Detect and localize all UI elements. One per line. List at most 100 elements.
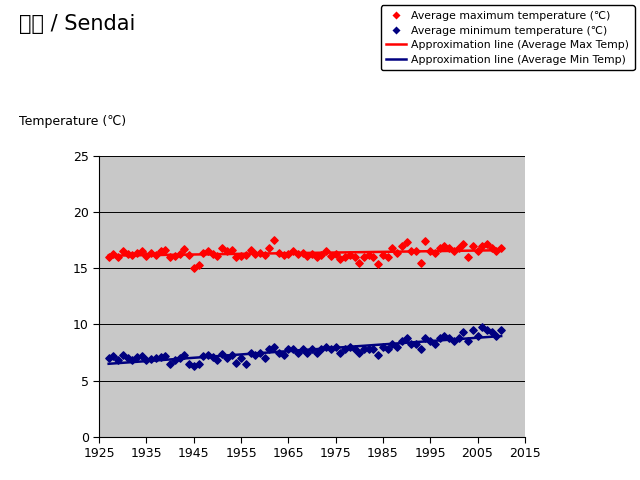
Point [284, 345, 294, 353]
Point [340, 345, 350, 353]
Point [207, 353, 218, 361]
Point [454, 334, 464, 342]
Point [383, 253, 393, 261]
Point [278, 351, 289, 359]
Point [274, 348, 284, 356]
Point [496, 326, 506, 334]
Point [269, 237, 279, 244]
Point [444, 334, 454, 342]
Point [175, 354, 185, 362]
Point [122, 354, 132, 362]
Point [108, 352, 118, 360]
Point [383, 345, 393, 353]
Point [245, 348, 255, 356]
Point [463, 253, 473, 261]
Point [113, 253, 124, 261]
Point [321, 248, 332, 255]
Point [340, 253, 350, 261]
Point [288, 248, 298, 255]
Point [212, 252, 223, 260]
Point [321, 343, 332, 351]
Point [387, 244, 397, 252]
Point [104, 354, 114, 362]
Point [415, 259, 426, 266]
Text: 仙台 / Sendai: 仙台 / Sendai [19, 14, 136, 35]
Point [165, 253, 175, 261]
Point [369, 253, 379, 261]
Point [307, 250, 317, 258]
Point [284, 250, 294, 258]
Point [179, 245, 189, 253]
Point [326, 252, 336, 260]
Point [468, 242, 478, 250]
Point [449, 248, 459, 255]
Point [292, 250, 303, 258]
Point [151, 354, 161, 362]
Point [458, 328, 468, 336]
Point [146, 356, 156, 363]
Point [236, 252, 246, 260]
Point [222, 248, 232, 255]
Point [198, 352, 209, 360]
Point [127, 251, 138, 259]
Point [373, 351, 383, 359]
Point [345, 343, 355, 351]
Point [151, 251, 161, 259]
Point [193, 261, 204, 269]
Point [179, 351, 189, 359]
Point [175, 250, 185, 258]
Point [401, 239, 412, 246]
Point [217, 244, 227, 252]
Point [141, 252, 152, 260]
Point [241, 251, 251, 259]
Point [269, 343, 279, 351]
Point [359, 345, 369, 353]
Point [255, 348, 265, 356]
Point [492, 332, 502, 339]
Point [137, 248, 147, 255]
Point [345, 251, 355, 259]
Point [472, 332, 483, 339]
Point [118, 351, 128, 359]
Point [146, 249, 156, 256]
Point [335, 348, 346, 356]
Text: Temperature (℃): Temperature (℃) [19, 115, 126, 128]
Point [264, 244, 275, 252]
Point [184, 360, 194, 368]
Point [227, 351, 237, 359]
Point [207, 250, 218, 258]
Point [369, 345, 379, 353]
Point [482, 326, 492, 334]
Point [359, 253, 369, 261]
Point [137, 352, 147, 360]
Point [316, 251, 326, 259]
Point [288, 345, 298, 353]
Point [278, 251, 289, 259]
Point [335, 255, 346, 263]
Point [245, 247, 255, 254]
Point [477, 242, 488, 250]
Point [411, 248, 421, 255]
Point [193, 360, 204, 368]
Point [170, 357, 180, 364]
Point [222, 354, 232, 362]
Point [415, 345, 426, 353]
Point [108, 250, 118, 258]
Point [292, 348, 303, 356]
Point [406, 340, 417, 348]
Point [401, 334, 412, 342]
Point [203, 248, 213, 255]
Point [122, 250, 132, 258]
Point [260, 354, 270, 362]
Point [241, 360, 251, 368]
Point [160, 247, 170, 254]
Point [482, 240, 492, 248]
Point [307, 345, 317, 353]
Point [236, 354, 246, 362]
Point [430, 340, 440, 348]
Point [449, 337, 459, 345]
Point [189, 362, 199, 370]
Point [364, 345, 374, 353]
Point [132, 353, 142, 361]
Point [312, 348, 322, 356]
